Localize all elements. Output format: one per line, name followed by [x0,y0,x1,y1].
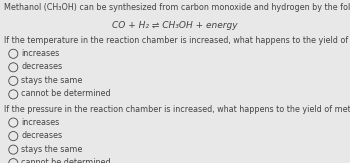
Text: cannot be determined: cannot be determined [21,158,111,163]
Text: cannot be determined: cannot be determined [21,89,111,98]
Text: CO + H₂ ⇌ CH₃OH + energy: CO + H₂ ⇌ CH₃OH + energy [112,21,238,30]
Text: stays the same: stays the same [21,145,82,154]
Text: increases: increases [21,49,59,58]
Text: stays the same: stays the same [21,76,82,85]
Text: If the temperature in the reaction chamber is increased, what happens to the yie: If the temperature in the reaction chamb… [4,36,350,45]
Text: increases: increases [21,118,59,127]
Text: Methanol (CH₃OH) can be synthesized from carbon monoxide and hydrogen by the fol: Methanol (CH₃OH) can be synthesized from… [4,3,350,12]
Text: If the pressure in the reaction chamber is increased, what happens to the yield : If the pressure in the reaction chamber … [4,105,350,114]
Text: decreases: decreases [21,62,62,71]
Text: decreases: decreases [21,131,62,140]
